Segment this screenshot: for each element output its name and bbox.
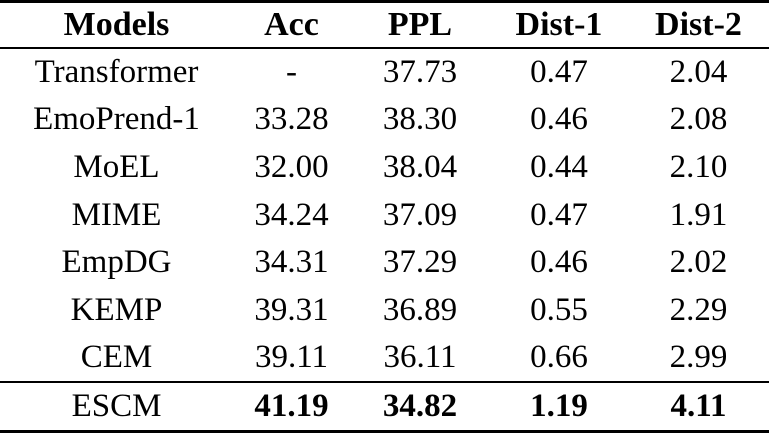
ppl-cell: 37.73 bbox=[382, 54, 458, 91]
dist2-cell: 2.08 bbox=[669, 101, 728, 138]
model-name-cell: Transformer bbox=[34, 54, 199, 91]
ppl-cell: 34.82 bbox=[350, 380, 490, 432]
table-row-emoprend-1: EmoPrend-1 33.28 38.30 0.46 2.08 bbox=[0, 96, 769, 144]
dist1-cell: 0.44 bbox=[530, 149, 588, 186]
dist1-cell: 0.46 bbox=[530, 101, 588, 138]
table-row-escm: ESCM 41.19 34.82 1.19 4.11 bbox=[0, 380, 769, 432]
model-name-cell: EmoPrend-1 bbox=[33, 101, 200, 138]
acc-cell: 34.31 bbox=[254, 244, 329, 281]
dist2-cell: 2.04 bbox=[669, 54, 728, 91]
model-name-cell: ESCM bbox=[0, 380, 233, 432]
header-dist-1: Dist-1 bbox=[490, 1, 628, 49]
model-name-cell: CEM bbox=[80, 339, 153, 376]
table-row-transformer: Transformer - 37.73 0.47 2.04 bbox=[0, 48, 769, 96]
dist2-cell: 2.10 bbox=[669, 149, 728, 186]
dist2-cell: 2.99 bbox=[669, 339, 728, 376]
dist1-cell: 0.47 bbox=[530, 196, 588, 233]
model-name-cell: MoEL bbox=[73, 149, 160, 186]
table-row-cem: CEM 39.11 36.11 0.66 2.99 bbox=[0, 334, 769, 382]
table-row-kemp: KEMP 39.31 36.89 0.55 2.29 bbox=[0, 286, 769, 334]
acc-cell: 39.31 bbox=[254, 292, 329, 329]
table-row-moel: MoEL 32.00 38.04 0.44 2.10 bbox=[0, 143, 769, 191]
model-name-cell: MIME bbox=[71, 196, 162, 233]
dist2-cell: 2.02 bbox=[669, 244, 728, 281]
header-acc: Acc bbox=[233, 1, 350, 49]
dist2-cell: 2.29 bbox=[669, 292, 728, 329]
acc-cell: 32.00 bbox=[254, 149, 329, 186]
acc-cell: 33.28 bbox=[254, 101, 329, 138]
dist1-cell: 0.46 bbox=[530, 244, 588, 281]
table-row-mime: MIME 34.24 37.09 0.47 1.91 bbox=[0, 191, 769, 239]
ppl-cell: 36.11 bbox=[383, 339, 457, 376]
dist1-cell: 0.55 bbox=[530, 292, 588, 329]
dist1-cell: 0.66 bbox=[530, 339, 588, 376]
dist2-cell: 1.91 bbox=[669, 196, 728, 233]
ppl-cell: 37.29 bbox=[382, 244, 458, 281]
table-footer-highlight: ESCM 41.19 34.82 1.19 4.11 bbox=[0, 380, 769, 432]
header-models: Models bbox=[0, 1, 233, 49]
ppl-cell: 37.09 bbox=[382, 196, 458, 233]
dist1-cell: 1.19 bbox=[490, 380, 628, 432]
ppl-cell: 38.04 bbox=[382, 149, 458, 186]
dist2-cell: 4.11 bbox=[628, 380, 769, 432]
acc-cell: 41.19 bbox=[233, 380, 350, 432]
table-row-empdg: EmpDG 34.31 37.29 0.46 2.02 bbox=[0, 239, 769, 287]
acc-cell: 34.24 bbox=[254, 196, 329, 233]
header-ppl: PPL bbox=[350, 1, 490, 49]
ppl-cell: 36.89 bbox=[382, 292, 458, 329]
model-name-cell: KEMP bbox=[70, 292, 163, 329]
table-body: Transformer - 37.73 0.47 2.04 EmoPrend-1… bbox=[0, 48, 769, 382]
dist1-cell: 0.47 bbox=[530, 54, 588, 91]
model-name-cell: EmpDG bbox=[61, 244, 172, 281]
header-dist-2: Dist-2 bbox=[628, 1, 769, 49]
header-row: Models Acc PPL Dist-1 Dist-2 bbox=[0, 1, 769, 49]
ppl-cell: 38.30 bbox=[382, 101, 458, 138]
acc-cell: - bbox=[286, 54, 297, 91]
table-header: Models Acc PPL Dist-1 Dist-2 bbox=[0, 1, 769, 49]
acc-cell: 39.11 bbox=[254, 339, 329, 376]
